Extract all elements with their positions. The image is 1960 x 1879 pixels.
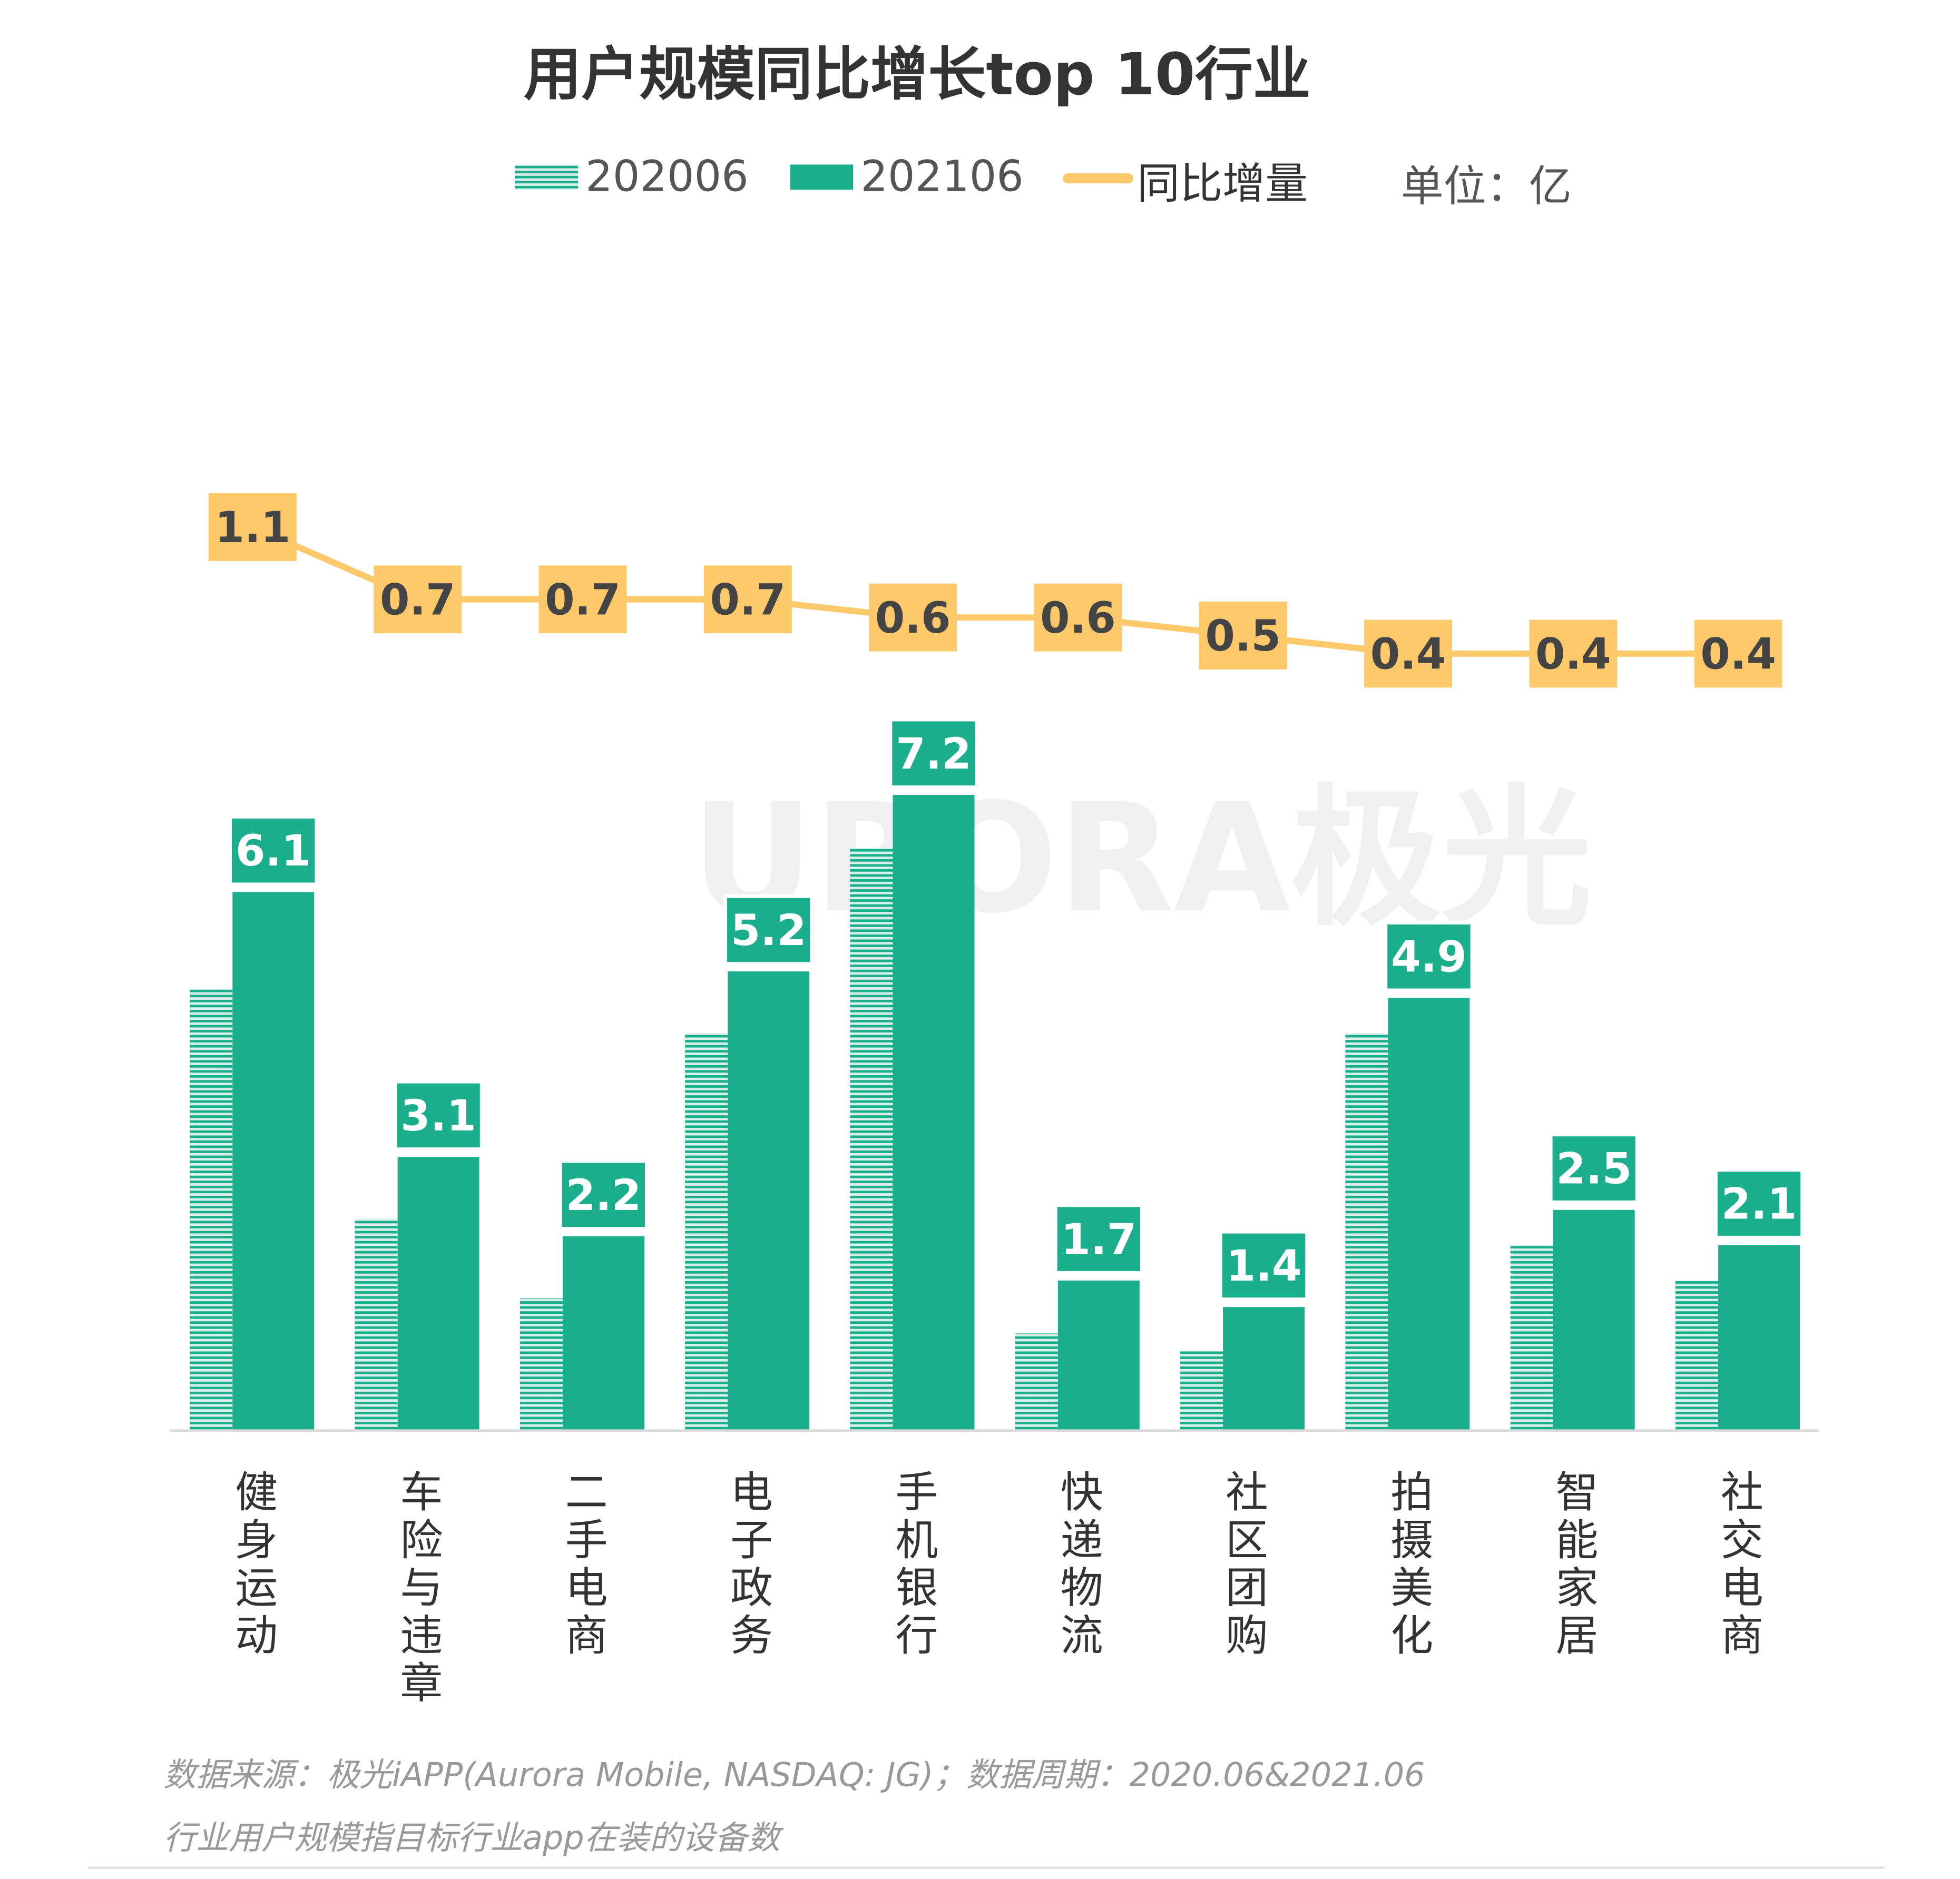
category-label: 手机银行 xyxy=(895,1468,938,1661)
bar-202106 xyxy=(232,892,315,1431)
legend-swatch-202106 xyxy=(790,164,854,190)
bar-202006 xyxy=(1345,1033,1388,1431)
growth-value-label: 0.7 xyxy=(380,575,456,625)
growth-point-label-bg xyxy=(209,493,297,561)
bar-value-label: 2.5 xyxy=(1556,1145,1632,1194)
growth-point-label-bg xyxy=(538,565,627,634)
category-label: 电子政务 xyxy=(730,1468,773,1661)
bar-202106 xyxy=(1388,998,1470,1431)
growth-value-label: 0.4 xyxy=(1535,629,1611,679)
growth-value-label: 0.4 xyxy=(1700,629,1776,679)
growth-value-label: 1.1 xyxy=(215,503,291,553)
bar-label-bg xyxy=(723,894,814,966)
category-label: 智能家居 xyxy=(1556,1468,1599,1661)
legend-label-202006: 202006 xyxy=(585,152,748,201)
bar-label-bg xyxy=(393,1079,484,1152)
legend: 202006 202106 同比增量 单位：亿 xyxy=(515,152,1572,211)
bar-value-label: 3.1 xyxy=(400,1091,476,1141)
bar-202006 xyxy=(685,1033,728,1431)
category-label: 社区团购 xyxy=(1226,1468,1268,1661)
unit-label: 单位：亿 xyxy=(1401,162,1572,211)
bar-label-bg xyxy=(888,717,979,790)
bar-value-label: 1.4 xyxy=(1226,1242,1302,1291)
bar-202106 xyxy=(893,794,975,1431)
legend-swatch-202006 xyxy=(515,164,579,190)
growth-value-label: 0.7 xyxy=(710,575,786,625)
bar-202106 xyxy=(1718,1245,1800,1431)
category-label: 健身运动 xyxy=(235,1468,278,1661)
bar-202006 xyxy=(520,1298,563,1431)
growth-point-label-bg xyxy=(1694,619,1782,688)
category-label: 快递物流 xyxy=(1061,1468,1103,1661)
growth-point-label-bg xyxy=(703,565,792,634)
bar-label-bg xyxy=(1053,1203,1144,1275)
bar-202006 xyxy=(1180,1351,1223,1431)
category-label: 拍摄美化 xyxy=(1390,1468,1433,1661)
legend-label-growth: 同比增量 xyxy=(1137,160,1308,209)
growth-point-label-bg xyxy=(374,565,462,634)
category-label: 二手电商 xyxy=(565,1468,608,1661)
bar-value-label: 7.2 xyxy=(896,730,972,779)
growth-point-label-bg xyxy=(1529,619,1618,688)
growth-line-layer: 1.1 0.7 0.7 0.7 0.6 0.6 0.5 0.4 0.4 0.4 xyxy=(209,493,1782,688)
category-labels: 健身运动 车险与违章 二手电商 电子政务 手机银行 快递物流 社区团购 拍摄美化 智能家居 社交电… xyxy=(235,1468,1763,1708)
growth-point-label-bg xyxy=(1034,583,1122,652)
growth-line xyxy=(251,524,1739,657)
bar-value-label: 6.1 xyxy=(236,827,311,876)
footer-source: 数据来源：极光iAPP(Aurora Mobile, NASDAQ: JG)；数… xyxy=(163,1756,1425,1794)
category-label: 车险与违章 xyxy=(400,1468,443,1708)
bar-202106 xyxy=(1553,1209,1635,1431)
bar-202006 xyxy=(1015,1333,1058,1431)
legend-label-202106: 202106 xyxy=(860,152,1023,201)
bar-value-label: 5.2 xyxy=(731,906,807,956)
bar-label-bg xyxy=(228,814,319,887)
bar-202106 xyxy=(1223,1307,1305,1431)
bar-202006 xyxy=(190,989,233,1431)
bar-202106 xyxy=(1057,1280,1140,1431)
growth-value-label: 0.7 xyxy=(545,575,621,625)
bar-202006 xyxy=(1510,1245,1553,1431)
bar-value-label: 2.1 xyxy=(1721,1180,1797,1229)
bar-value-label: 2.2 xyxy=(566,1171,642,1221)
growth-value-label: 0.5 xyxy=(1205,612,1281,661)
growth-point-label-bg xyxy=(1199,602,1287,670)
growth-value-label: 0.4 xyxy=(1370,629,1446,679)
bar-label-bg xyxy=(1384,920,1474,992)
bar-label-bg xyxy=(1549,1133,1640,1205)
bar-202106 xyxy=(728,971,810,1431)
bar-label-bg xyxy=(1713,1168,1805,1240)
watermark: URORA极光 xyxy=(691,771,1592,947)
bar-202106 xyxy=(562,1236,644,1431)
bar-label-bg xyxy=(558,1159,649,1231)
growth-value-label: 0.6 xyxy=(875,594,951,643)
bar-202006 xyxy=(1675,1280,1719,1431)
chart-title: 用户规模同比增长top 10行业 xyxy=(524,41,1311,108)
growth-value-label: 0.6 xyxy=(1040,594,1116,643)
footer-note: 行业用户规模指目标行业app在装的设备数 xyxy=(163,1818,783,1857)
bar-value-label: 1.7 xyxy=(1061,1215,1137,1265)
growth-point-label-bg xyxy=(1364,619,1453,688)
bar-202006 xyxy=(850,848,893,1431)
growth-point-label-bg xyxy=(869,583,957,652)
category-label: 社交电商 xyxy=(1721,1468,1763,1661)
bars: 6.1 3.1 2.2 5.2 7.2 1.7 1.4 4.9 2.5 2.1 xyxy=(190,717,1805,1431)
bar-value-label: 4.9 xyxy=(1391,932,1467,982)
bar-label-bg xyxy=(1218,1229,1309,1302)
bar-202006 xyxy=(355,1218,398,1431)
bar-202106 xyxy=(397,1157,479,1431)
